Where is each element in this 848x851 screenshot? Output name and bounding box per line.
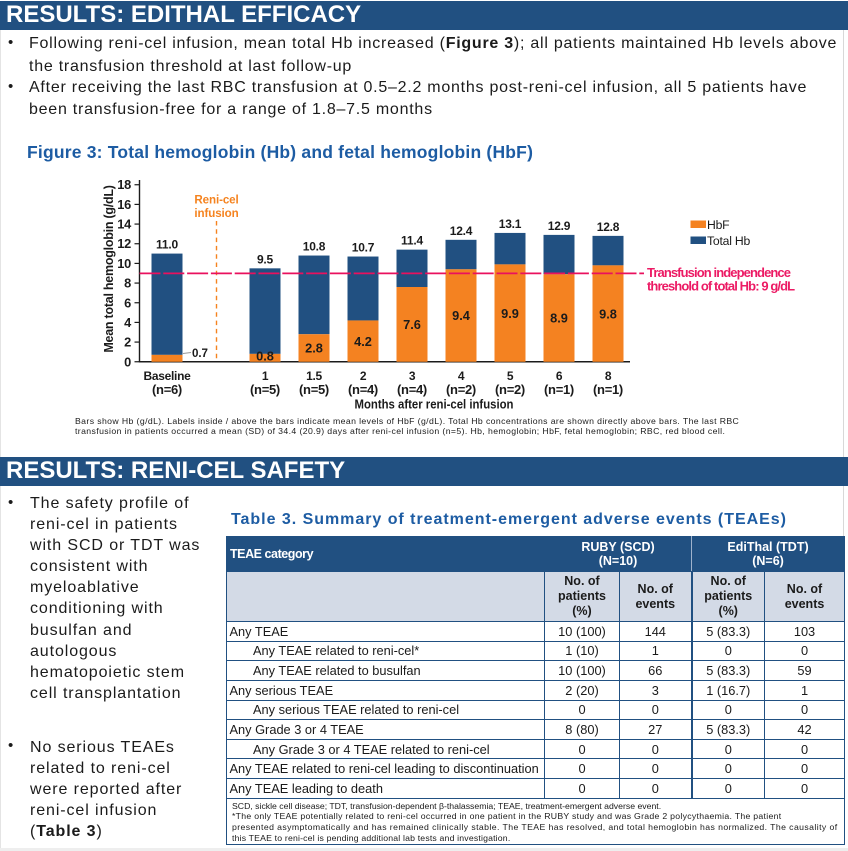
svg-text:16: 16 [117,197,131,212]
svg-text:(n=6): (n=6) [152,382,182,397]
svg-text:4.2: 4.2 [354,334,372,349]
svg-text:10.8: 10.8 [303,240,326,254]
svg-text:4: 4 [124,315,132,330]
svg-text:(n=1): (n=1) [544,382,574,397]
svg-text:(n=2): (n=2) [495,382,525,397]
svg-text:11.4: 11.4 [401,234,423,248]
svg-text:8: 8 [605,369,612,383]
svg-text:2.8: 2.8 [305,341,323,356]
svg-text:2: 2 [124,335,131,350]
svg-text:4: 4 [458,369,465,383]
svg-text:(n=1): (n=1) [593,382,623,397]
svg-text:9.4: 9.4 [452,308,471,323]
svg-text:18: 18 [117,177,131,192]
svg-text:0: 0 [124,354,131,369]
svg-text:12.8: 12.8 [597,220,620,234]
svg-text:1.5: 1.5 [306,369,322,383]
svg-text:(n=4): (n=4) [397,382,427,397]
svg-text:12.4: 12.4 [450,224,473,238]
svg-text:6: 6 [124,295,131,310]
svg-text:11.0: 11.0 [156,238,178,252]
svg-text:13.1: 13.1 [499,217,522,231]
svg-text:(n=5): (n=5) [299,382,329,397]
svg-text:(n=2): (n=2) [446,382,476,397]
svg-text:Reni-cel: Reni-cel [194,194,238,207]
svg-text:3: 3 [409,369,416,383]
svg-text:9.9: 9.9 [501,306,519,321]
svg-text:Months after reni-cel infusion: Months after reni-cel infusion [355,397,514,412]
svg-text:0.8: 0.8 [256,349,274,364]
svg-text:6: 6 [556,369,563,383]
svg-text:Total Hb: Total Hb [707,234,751,248]
svg-text:14: 14 [117,217,132,232]
svg-text:9.8: 9.8 [599,306,617,321]
svg-text:5: 5 [507,369,514,383]
svg-text:(n=5): (n=5) [250,382,280,397]
svg-text:Mean total hemoglobin (g/dL): Mean total hemoglobin (g/dL) [102,185,116,352]
svg-text:Transfusion independence: Transfusion independence [647,265,791,280]
svg-text:1: 1 [262,369,269,383]
svg-text:8: 8 [124,276,131,291]
svg-text:10.7: 10.7 [352,241,375,255]
svg-text:Baseline: Baseline [144,369,192,383]
svg-text:(n=4): (n=4) [348,382,378,397]
svg-text:12.9: 12.9 [548,219,571,233]
svg-text:threshold of total Hb: 9 g/dL: threshold of total Hb: 9 g/dL [647,279,795,294]
svg-text:infusion: infusion [194,207,238,220]
svg-text:2: 2 [360,369,367,383]
svg-text:7.6: 7.6 [403,317,421,332]
svg-text:10: 10 [117,256,131,271]
svg-text:HbF: HbF [707,218,729,232]
svg-text:9.5: 9.5 [257,252,274,266]
svg-text:12: 12 [117,236,131,251]
svg-text:8.9: 8.9 [550,311,568,326]
svg-text:0.7: 0.7 [192,347,208,360]
